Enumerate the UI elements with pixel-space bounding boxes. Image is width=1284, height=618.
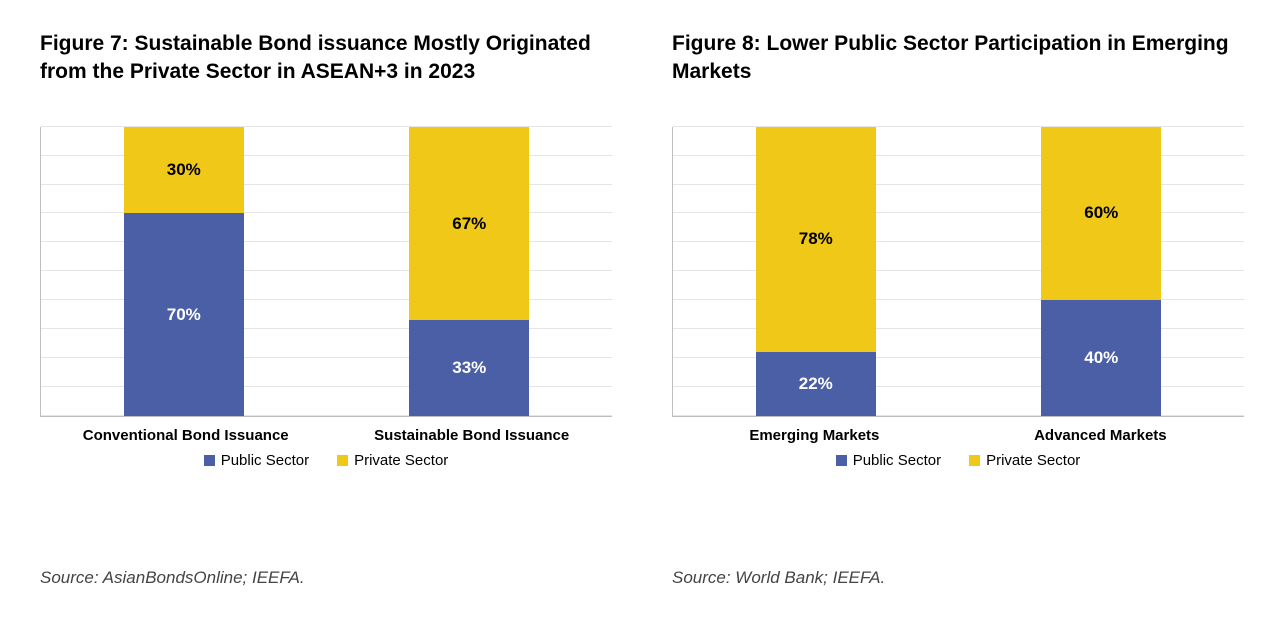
figure-7-chart: 30%70% 67%33% Conventional Bond Issuance … [40, 127, 612, 469]
figure-7-title: Figure 7: Sustainable Bond issuance Most… [40, 30, 612, 87]
figure-8-source: Source: World Bank; IEEFA. [672, 538, 1244, 588]
bar-segment-private: 67% [409, 127, 529, 321]
bar-segment-public: 70% [124, 213, 244, 415]
figure-8-title: Figure 8: Lower Public Sector Participat… [672, 30, 1244, 87]
category-label: Conventional Bond Issuance [83, 427, 289, 444]
figure-8-chart: 78%22% 60%40% Emerging Markets Advanced M… [672, 127, 1244, 469]
bar-stack: 60%40% [1041, 127, 1161, 416]
bar-stack: 78%22% [756, 127, 876, 416]
legend-label: Private Sector [986, 452, 1080, 469]
bar-segment-private: 78% [756, 127, 876, 352]
figure-8-plot-area: 78%22% 60%40% [672, 127, 1244, 417]
figure-7-category-labels: Conventional Bond Issuance Sustainable B… [40, 427, 612, 444]
legend-swatch-icon [204, 455, 215, 466]
category-label: Advanced Markets [1034, 427, 1167, 444]
figure-7-plot-area: 30%70% 67%33% [40, 127, 612, 417]
bar-segment-private: 60% [1041, 127, 1161, 300]
figure-8-legend: Public Sector Private Sector [672, 452, 1244, 469]
figure-8-bars: 78%22% 60%40% [673, 127, 1244, 416]
legend-item-private: Private Sector [969, 452, 1080, 469]
figure-8-category-labels: Emerging Markets Advanced Markets [672, 427, 1244, 444]
bar-segment-public: 22% [756, 352, 876, 416]
legend-swatch-icon [836, 455, 847, 466]
figure-7-source: Source: AsianBondsOnline; IEEFA. [40, 538, 612, 588]
legend-item-public: Public Sector [836, 452, 941, 469]
bar-segment-public: 33% [409, 320, 529, 415]
legend-label: Private Sector [354, 452, 448, 469]
legend-label: Public Sector [221, 452, 309, 469]
figure-7-bars: 30%70% 67%33% [41, 127, 612, 416]
figure-7-legend: Public Sector Private Sector [40, 452, 612, 469]
legend-label: Public Sector [853, 452, 941, 469]
legend-item-private: Private Sector [337, 452, 448, 469]
bar-stack: 30%70% [124, 127, 244, 416]
category-label: Sustainable Bond Issuance [374, 427, 569, 444]
category-label: Emerging Markets [749, 427, 879, 444]
bar-stack: 67%33% [409, 127, 529, 416]
legend-swatch-icon [969, 455, 980, 466]
legend-item-public: Public Sector [204, 452, 309, 469]
legend-swatch-icon [337, 455, 348, 466]
bar-segment-public: 40% [1041, 300, 1161, 416]
figure-7-panel: Figure 7: Sustainable Bond issuance Most… [40, 30, 612, 588]
figure-8-panel: Figure 8: Lower Public Sector Participat… [672, 30, 1244, 588]
bar-segment-private: 30% [124, 127, 244, 214]
